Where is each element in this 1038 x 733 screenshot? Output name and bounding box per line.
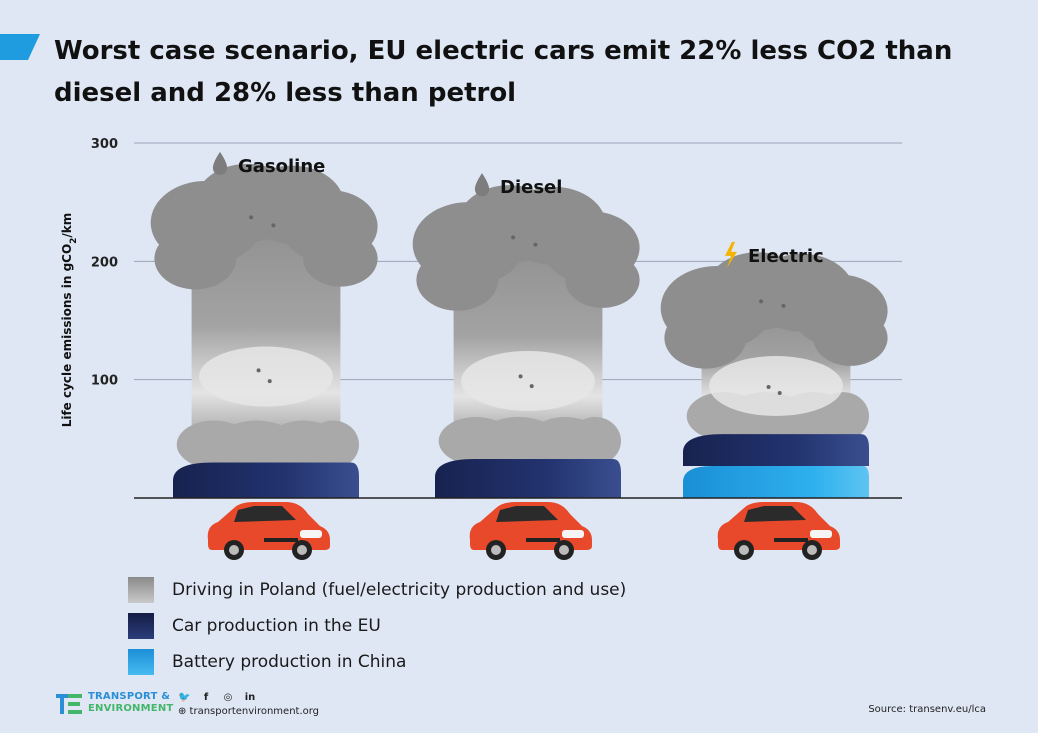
smoke-puff (565, 252, 640, 308)
smoke-dot (511, 235, 516, 240)
legend-label: Car production in the EU (172, 616, 381, 636)
smoke-haze (461, 350, 595, 411)
brand-name: TRANSPORT & ENVIRONMENT (88, 691, 173, 715)
car-grille (774, 538, 808, 542)
smoke-dot (766, 384, 771, 389)
lightning-icon (725, 241, 737, 268)
legend-item: Driving in Poland (fuel/electricity prod… (128, 572, 626, 608)
bar-car-production-electric (683, 434, 869, 467)
instagram-icon[interactable]: ◎ (223, 692, 233, 703)
bar-battery-electric (683, 466, 869, 498)
smoke-puff (816, 392, 870, 441)
category-label: Diesel (500, 177, 562, 198)
bar-segment (683, 434, 869, 467)
car-grille (264, 538, 298, 542)
linkedin-icon[interactable]: in (244, 692, 256, 703)
smoke-dot (271, 223, 276, 228)
smoke-dot (759, 299, 764, 304)
car-headlight (810, 530, 832, 538)
bar-car-production-gasoline (173, 462, 359, 498)
car-grille (526, 538, 560, 542)
smoke-puff (664, 307, 747, 369)
smoke-dot (518, 374, 523, 379)
y-tick-label: 300 (91, 137, 118, 152)
smoke-dot (781, 303, 786, 308)
legend: Driving in Poland (fuel/electricity prod… (128, 572, 626, 680)
footer: TRANSPORT & ENVIRONMENT 🐦 f ◎ in ⊕ trans… (56, 690, 986, 720)
car-hub (739, 545, 749, 555)
smoke-dot (256, 368, 261, 373)
smoke-puff (568, 416, 622, 465)
bar-segment (173, 462, 359, 498)
legend-swatch (128, 649, 154, 675)
smoke-dot (533, 242, 538, 247)
car-hub (491, 545, 501, 555)
fuel-drop-icon (212, 151, 228, 175)
fuel-drop-icon (474, 173, 490, 197)
y-tick-label: 100 (91, 374, 118, 389)
bar-segment (683, 466, 869, 498)
brand-line-2: ENVIRONMENT (88, 703, 174, 714)
car-headlight (562, 530, 584, 538)
smoke-puff (306, 420, 359, 469)
facebook-icon[interactable]: f (203, 692, 209, 703)
smoke-puff (303, 230, 378, 287)
smoke-haze (199, 346, 333, 407)
category-label: Gasoline (238, 156, 325, 177)
bar-driving-electric (660, 252, 888, 441)
corner-accent-flag (0, 34, 40, 60)
car-hub (297, 545, 307, 555)
smoke-haze (709, 356, 843, 417)
car-hub (559, 545, 569, 555)
bar-car-production-diesel (435, 458, 621, 498)
smoke-puff (154, 227, 237, 290)
smoke-puff (813, 310, 888, 366)
smoke-dot (267, 379, 272, 384)
smoke-dot (529, 384, 534, 389)
smoke-puff (416, 249, 499, 311)
brand-line-1: TRANSPORT & (88, 691, 171, 702)
bar-segment (435, 458, 621, 498)
car-illustration (207, 502, 330, 560)
website-link[interactable]: ⊕ transportenvironment.org (178, 706, 320, 717)
bar-driving-gasoline (150, 163, 378, 469)
legend-swatch (128, 577, 154, 603)
car-windows (234, 506, 296, 522)
car-hub (229, 545, 239, 555)
legend-item: Car production in the EU (128, 608, 626, 644)
legend-label: Driving in Poland (fuel/electricity prod… (172, 580, 627, 600)
legend-swatch (128, 613, 154, 639)
legend-item: Battery production in China (128, 644, 626, 680)
y-tick-label: 200 (91, 255, 118, 270)
car-headlight (300, 530, 322, 538)
car-windows (496, 506, 558, 522)
car-illustration (717, 502, 840, 560)
te-logo-icon (56, 694, 82, 714)
car-windows (744, 506, 806, 522)
smoke-dot (249, 215, 254, 220)
source-note[interactable]: Source: transenv.eu/lca (868, 704, 986, 715)
category-label: Electric (748, 246, 824, 267)
social-links: 🐦 f ◎ in (178, 692, 256, 704)
y-axis-label: Life cycle emissions in gCO2/km (60, 213, 79, 428)
car-hub (807, 545, 817, 555)
bar-driving-diesel (412, 185, 640, 465)
legend-label: Battery production in China (172, 652, 407, 672)
car-illustration (469, 502, 592, 560)
chart-title: Worst case scenario, EU electric cars em… (54, 36, 953, 108)
smoke-dot (777, 391, 782, 396)
twitter-icon[interactable]: 🐦 (178, 692, 191, 703)
